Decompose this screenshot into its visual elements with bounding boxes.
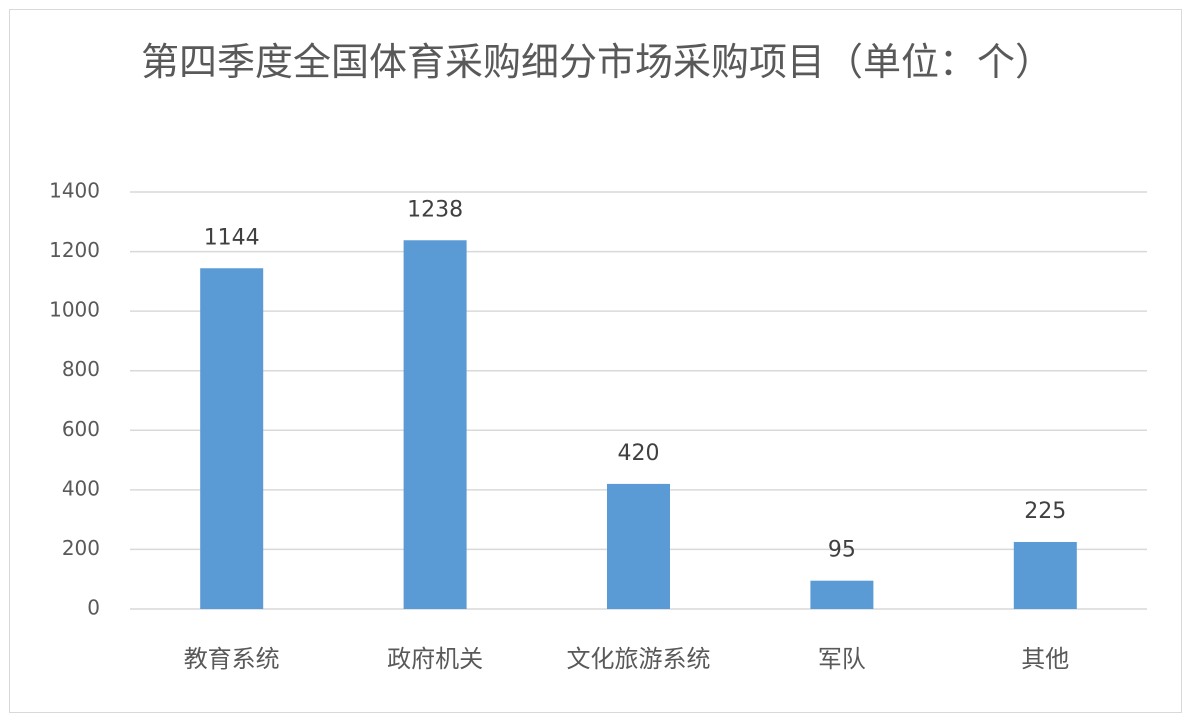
y-tick-label: 200: [62, 536, 100, 560]
bar: [1013, 541, 1077, 609]
chart-title: 第四季度全国体育采购细分市场采购项目（单位：个）: [140, 40, 1053, 84]
bar: [403, 240, 467, 609]
y-tick-label: 800: [62, 357, 100, 381]
y-tick-label: 1200: [49, 238, 100, 262]
y-tick-label: 0: [87, 596, 100, 620]
data-label: 1238: [407, 197, 463, 222]
y-tick-label: 400: [62, 476, 100, 500]
data-label: 95: [828, 538, 856, 563]
y-tick-label: 600: [62, 417, 100, 441]
x-tick-label: 政府机关: [387, 645, 483, 673]
y-tick-label: 1400: [49, 179, 100, 203]
y-tick-label: 1000: [49, 298, 100, 322]
x-tick-label: 文化旅游系统: [567, 645, 711, 673]
data-label: 225: [1024, 499, 1066, 524]
chart-frame: [9, 9, 1182, 713]
bar: [607, 483, 670, 609]
data-label: 420: [618, 441, 660, 466]
bar: [810, 580, 874, 609]
bar: [200, 268, 264, 609]
x-tick-label: 其他: [1021, 645, 1069, 673]
data-label: 1144: [204, 225, 260, 250]
x-tick-label: 军队: [818, 645, 866, 673]
x-tick-label: 教育系统: [184, 645, 280, 673]
